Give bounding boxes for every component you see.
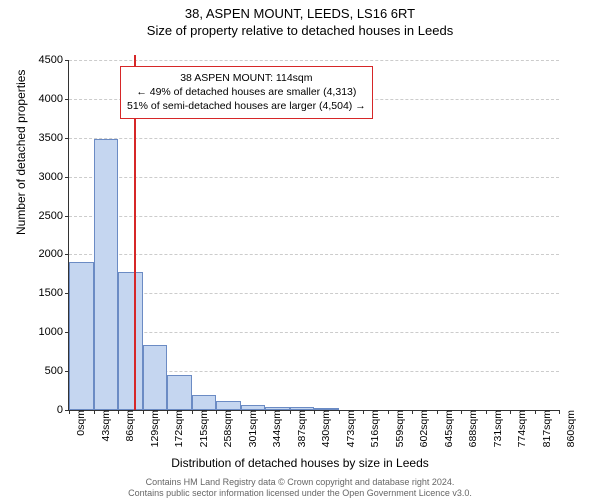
ytick-label: 3000 [39,171,69,183]
xtick-label: 688sqm [461,410,479,447]
ytick-label: 2500 [39,210,69,222]
histogram-bar [118,272,143,410]
xtick-label: 258sqm [216,410,234,447]
xtick-label: 172sqm [167,410,185,447]
xtick-label: 301sqm [241,410,259,447]
xtick-label: 860sqm [559,410,577,447]
xtick-label: 129sqm [143,410,161,447]
xtick-label: 473sqm [339,410,357,447]
xtick-label: 430sqm [314,410,332,447]
ytick-label: 2000 [39,248,69,260]
gridline [69,293,559,294]
x-axis-label: Distribution of detached houses by size … [0,456,600,470]
annot-line-2: ← 49% of detached houses are smaller (4,… [127,85,366,99]
ytick-label: 4500 [39,54,69,66]
ytick-label: 500 [45,365,69,377]
annotation-box: 38 ASPEN MOUNT: 114sqm ← 49% of detached… [120,66,373,119]
annot-line-3: 51% of semi-detached houses are larger (… [127,99,366,113]
gridline [69,60,559,61]
xtick-label: 344sqm [265,410,283,447]
histogram-bar [167,375,192,410]
xtick-label: 43sqm [94,410,112,442]
histogram-bar [192,395,217,410]
xtick-label: 774sqm [510,410,528,447]
histogram-bar [216,401,241,410]
ytick-label: 1500 [39,287,69,299]
annot-line-1: 38 ASPEN MOUNT: 114sqm [127,71,366,85]
title-line-1: 38, ASPEN MOUNT, LEEDS, LS16 6RT [0,6,600,23]
ytick-label: 4000 [39,93,69,105]
gridline [69,216,559,217]
xtick-label: 602sqm [412,410,430,447]
xtick-label: 86sqm [118,410,136,442]
gridline [69,177,559,178]
title-line-2: Size of property relative to detached ho… [0,23,600,40]
footer: Contains HM Land Registry data © Crown c… [0,477,600,500]
xtick-label: 731sqm [486,410,504,447]
xtick-label: 817sqm [535,410,553,447]
xtick-label: 516sqm [363,410,381,447]
ytick-label: 0 [57,404,69,416]
xtick-label: 559sqm [388,410,406,447]
gridline [69,254,559,255]
gridline [69,138,559,139]
footer-line-2: Contains public sector information licen… [0,488,600,499]
ytick-label: 1000 [39,326,69,338]
xtick-label: 0sqm [69,410,87,436]
footer-line-1: Contains HM Land Registry data © Crown c… [0,477,600,488]
xtick-label: 387sqm [290,410,308,447]
xtick-label: 645sqm [437,410,455,447]
ytick-label: 3500 [39,132,69,144]
xtick-label: 215sqm [192,410,210,447]
histogram-bar [94,139,119,410]
histogram-bar [143,345,168,410]
chart-title: 38, ASPEN MOUNT, LEEDS, LS16 6RT Size of… [0,0,600,40]
gridline [69,332,559,333]
y-axis-label: Number of detached properties [14,70,28,235]
chart-area: 0500100015002000250030003500400045000sqm… [68,60,558,410]
histogram-bar [69,262,94,410]
